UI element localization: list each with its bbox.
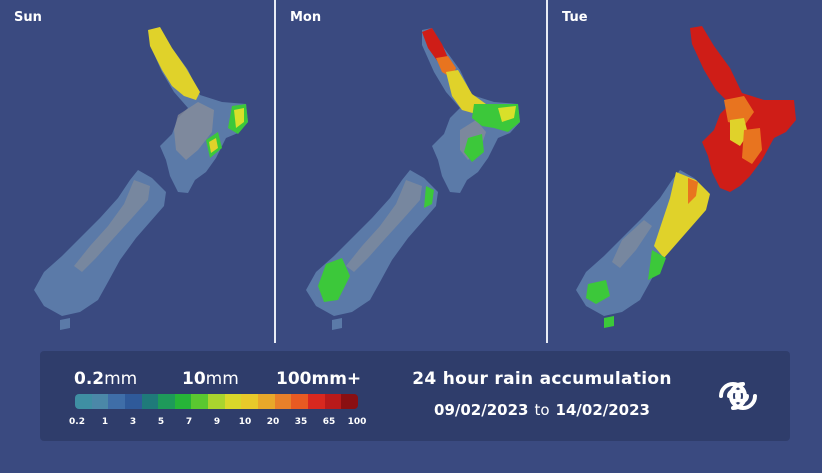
rain-scale-ticks: 0.2 1 3 5 7 9 10 20 35 65 100 (65, 417, 375, 431)
legend-title: 24 hour rain accumulation (412, 369, 672, 389)
panel-label-sun: Sun (14, 10, 42, 25)
color-scale-step (91, 394, 109, 409)
color-scale-step (158, 394, 175, 409)
scale-tick-label: 5 (157, 417, 165, 427)
stewart-island (60, 318, 70, 330)
color-scale-step (174, 394, 192, 409)
scale-head-max-unit: mm+ (311, 369, 362, 389)
scale-tick-label: 10 (238, 417, 252, 427)
rain-red-north (422, 28, 448, 62)
rain-yellow-center (209, 138, 218, 153)
rain-green-center (464, 134, 484, 162)
date-to: 14/02/2023 (555, 401, 650, 419)
scale-tick-label: 3 (129, 417, 137, 427)
color-scale-step (208, 394, 225, 409)
rain-yellow-east (498, 106, 516, 122)
panel-label-tue: Tue (562, 10, 588, 25)
date-from: 09/02/2023 (434, 401, 529, 419)
stewart-island (332, 318, 342, 330)
scale-head-min: 0.2mm (74, 369, 137, 389)
scale-head-max-value: 100 (276, 369, 312, 389)
scale-tick-label: 1 (101, 417, 109, 427)
rain-green-southwest (586, 280, 610, 304)
rain-orange-south (688, 178, 698, 204)
color-scale-step (75, 394, 92, 409)
map-panel-mon: Mon (276, 0, 546, 343)
panel-divider-1 (274, 0, 276, 343)
color-scale-step (307, 394, 325, 409)
color-scale-step (341, 394, 358, 409)
color-scale-step (324, 394, 342, 409)
rain-green-patch (424, 186, 434, 208)
color-scale-step (258, 394, 275, 409)
nz-map-mon (306, 28, 520, 330)
scale-tick-label: 65 (322, 417, 336, 427)
scale-tick-label: 7 (185, 417, 193, 427)
nz-map-sun (34, 27, 248, 330)
stewart-island (604, 316, 614, 328)
color-scale-step (274, 394, 292, 409)
panel-label-mon: Mon (290, 10, 322, 25)
south-terrain (346, 180, 422, 272)
color-scale-step (124, 394, 142, 409)
color-scale-step (191, 394, 209, 409)
scale-head-max: 100mm+ (276, 369, 361, 389)
scale-tick-label: 9 (213, 417, 221, 427)
map-panel-sun: Sun (0, 0, 274, 343)
scale-head-min-unit: mm (104, 369, 138, 389)
scale-head-mid: 10mm (182, 369, 239, 389)
date-range: 09/02/2023 to 14/02/2023 (402, 401, 682, 419)
date-to-word: to (534, 401, 550, 419)
rain-green-southwest (318, 258, 350, 302)
color-scale-step (108, 394, 125, 409)
scale-tick-label: 0.2 (69, 417, 85, 427)
rain-green-south (648, 250, 666, 280)
scale-tick-label: 100 (347, 417, 367, 427)
metservice-logo-icon (719, 382, 757, 410)
color-scale-step (141, 394, 159, 409)
color-scale-step (241, 394, 259, 409)
rain-yellow-north (446, 70, 486, 114)
rain-color-scale (75, 394, 358, 409)
terrain-shading (174, 102, 214, 160)
panel-divider-2 (546, 0, 548, 343)
scale-head-mid-value: 10 (182, 369, 206, 389)
scale-head-min-value: 0.2 (74, 369, 105, 389)
south-terrain (612, 220, 652, 268)
color-scale-step (291, 394, 308, 409)
map-panel-tue: Tue (548, 0, 822, 343)
south-terrain (74, 180, 150, 272)
scale-tick-label: 35 (294, 417, 308, 427)
map-panels: Sun Mon (0, 0, 822, 343)
scale-head-mid-unit: mm (205, 369, 239, 389)
rain-yellow-east (234, 108, 244, 128)
rain-yellow-north (148, 27, 200, 100)
legend-box: 0.2mm 10mm 100mm+ 0.2 1 3 5 7 9 10 20 35 65 100 24… (40, 351, 790, 441)
rain-orange-center (742, 128, 762, 164)
nz-map-tue (576, 26, 796, 328)
rain-orange-north (724, 96, 754, 126)
color-scale-step (224, 394, 242, 409)
scale-tick-label: 20 (266, 417, 280, 427)
